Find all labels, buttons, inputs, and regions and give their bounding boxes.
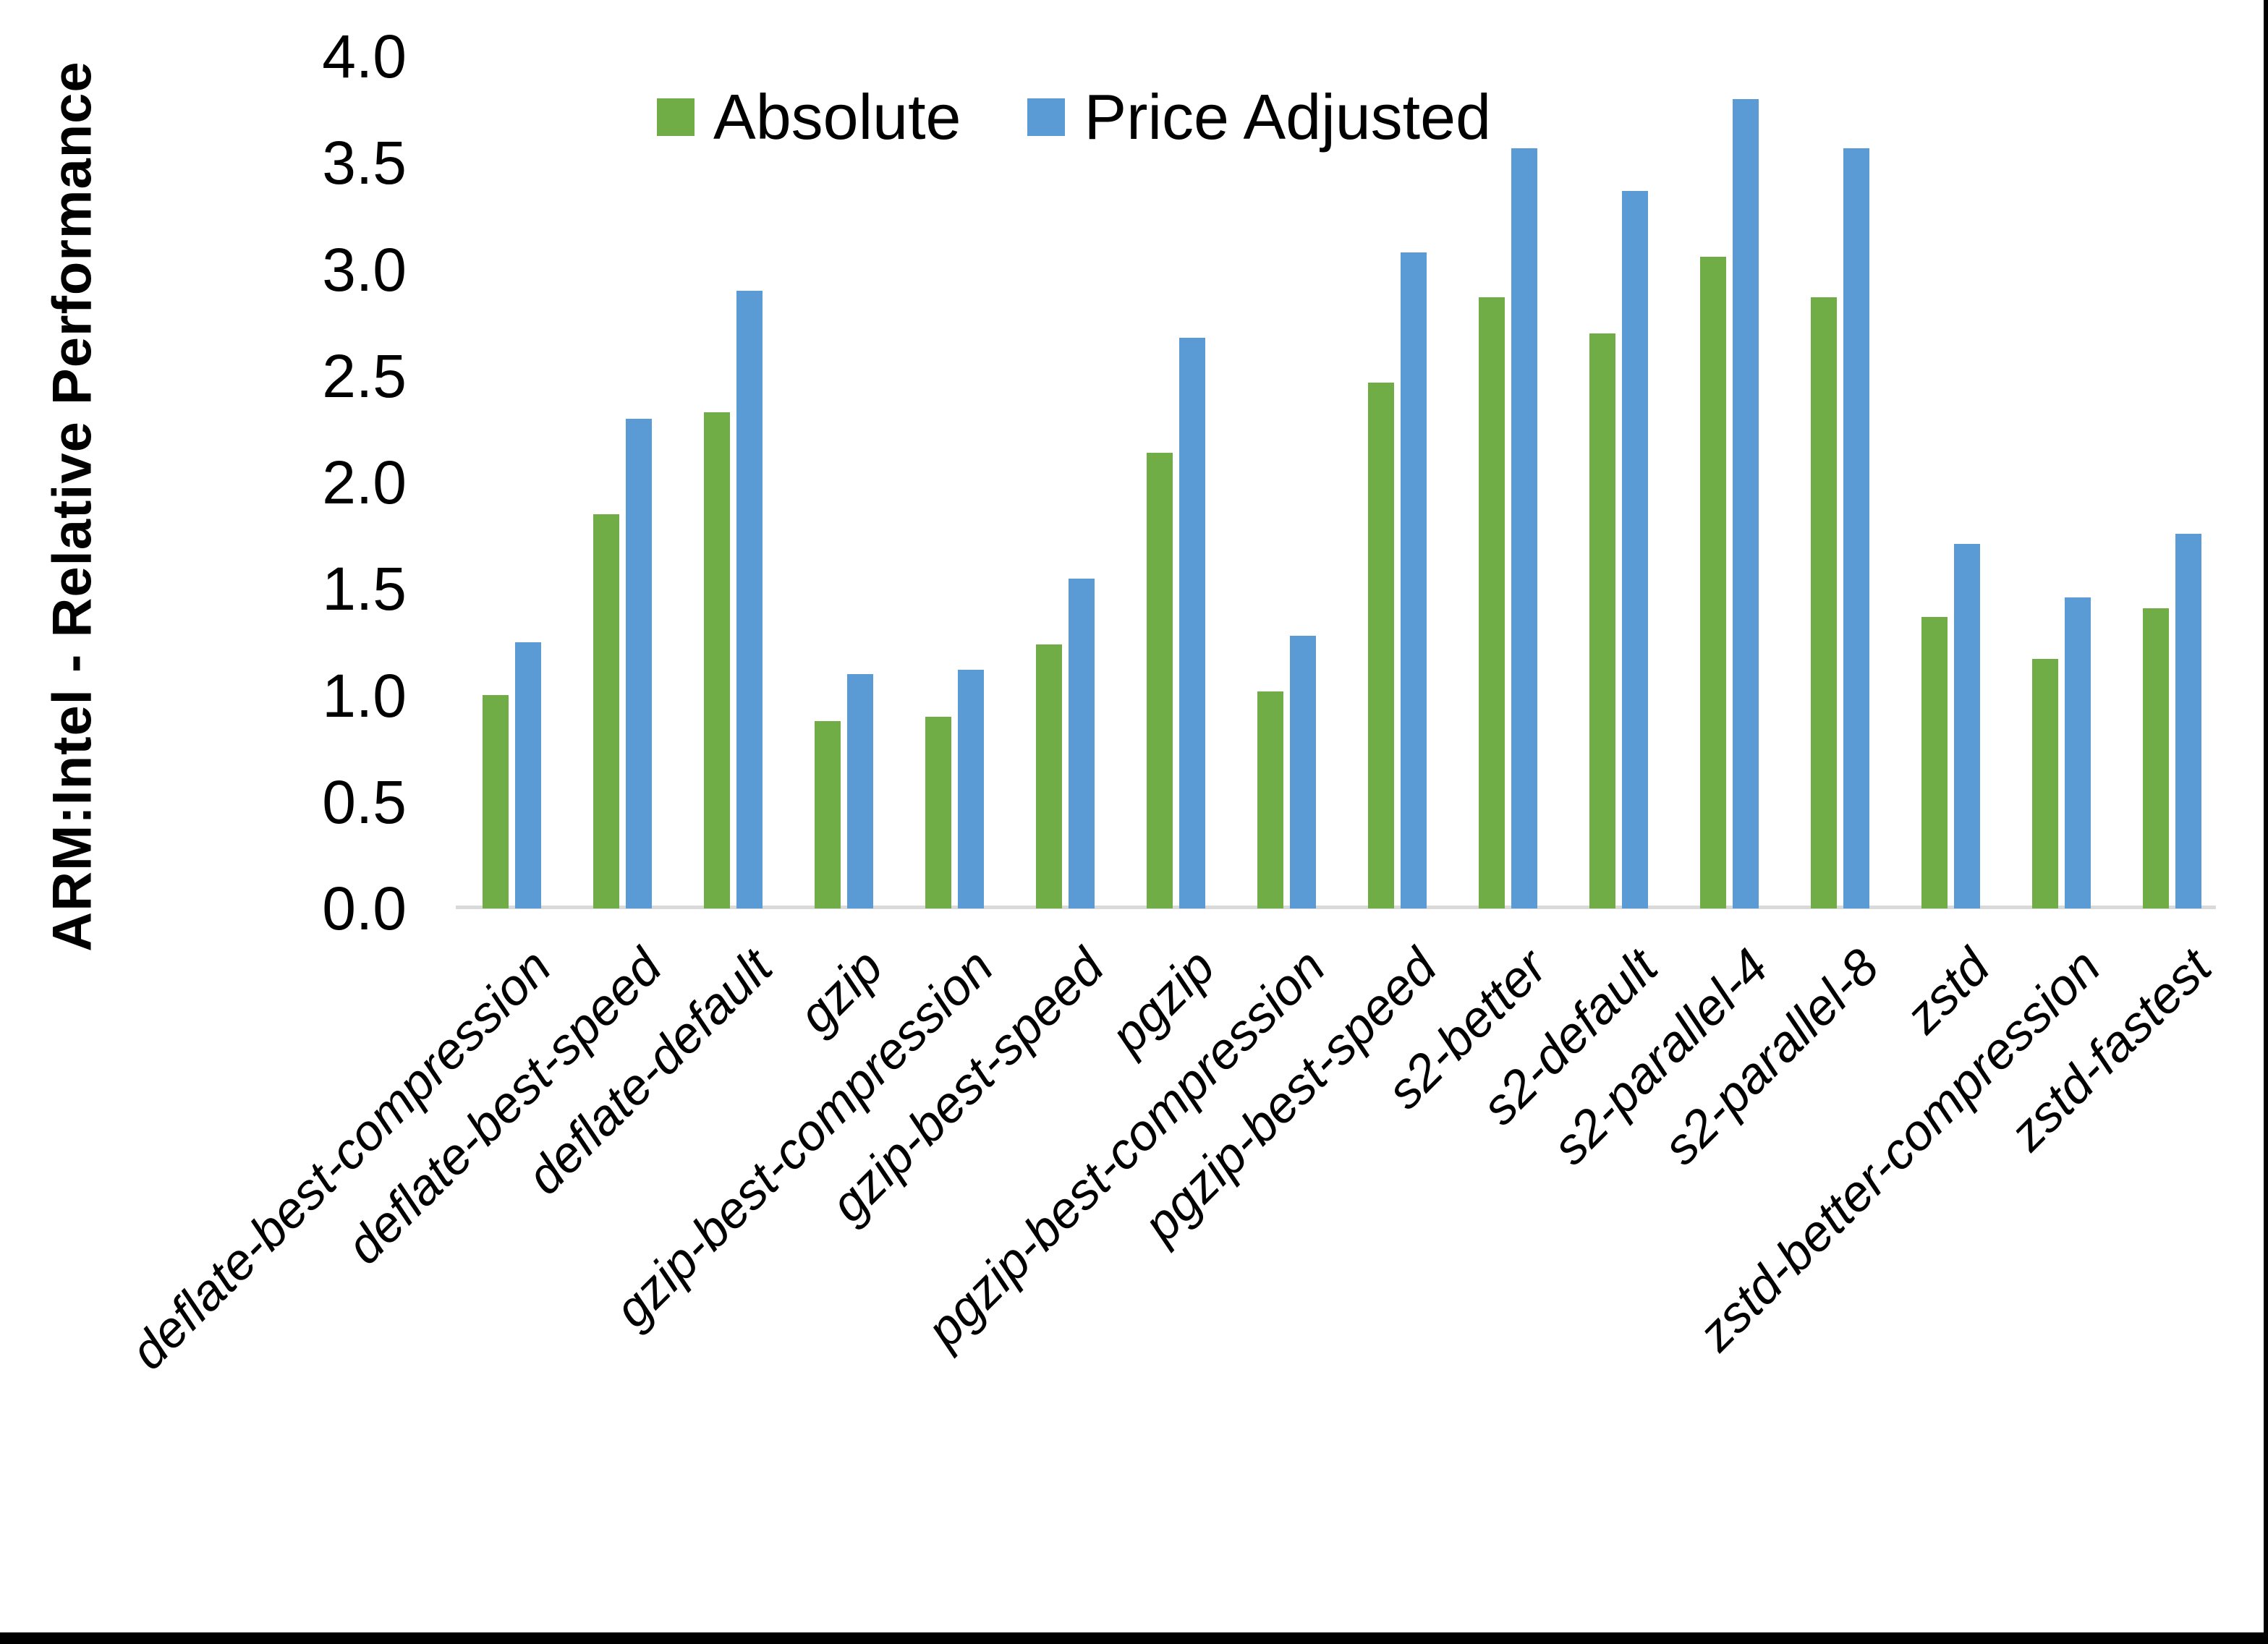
bar-price-adjusted-zstd-better-compression	[2065, 597, 2091, 908]
bar-absolute-zstd-better-compression	[2032, 659, 2058, 908]
y-tick-label: 0.5	[322, 767, 407, 836]
legend-item-price-adjusted: Price Adjusted	[1027, 85, 1491, 149]
bar-absolute-deflate-default	[704, 412, 730, 908]
legend-item-absolute: Absolute	[657, 85, 961, 149]
bar-absolute-pgzip	[1147, 453, 1173, 908]
bar-absolute-pgzip-best-compression	[1257, 691, 1283, 908]
y-tick-label: 2.5	[322, 341, 407, 410]
bar-absolute-deflate-best-speed	[593, 514, 619, 908]
bar-price-adjusted-gzip-best-speed	[1069, 579, 1095, 908]
bar-absolute-s2-default	[1589, 333, 1615, 908]
legend: Absolute Price Adjusted	[657, 85, 1491, 149]
x-axis-line	[456, 906, 2216, 909]
bar-price-adjusted-s2-parallel-4	[1733, 99, 1759, 908]
y-tick-label: 1.0	[322, 661, 407, 730]
bar-price-adjusted-deflate-best-speed	[626, 419, 652, 908]
bar-price-adjusted-pgzip-best-speed	[1401, 252, 1427, 908]
bar-price-adjusted-zstd-fastest	[2175, 534, 2201, 908]
bar-price-adjusted-gzip-best-compression	[958, 670, 984, 908]
bar-absolute-gzip-best-compression	[925, 717, 951, 908]
bar-price-adjusted-gzip	[847, 674, 873, 908]
y-tick-label: 2.0	[322, 448, 407, 516]
bar-price-adjusted-s2-default	[1622, 191, 1648, 908]
y-tick-label: 4.0	[322, 22, 407, 90]
legend-swatch-absolute	[657, 98, 695, 136]
y-tick-label: 1.5	[322, 555, 407, 623]
bar-price-adjusted-pgzip-best-compression	[1290, 636, 1316, 908]
x-axis-category-label-deflate-best-compression: deflate-best-compression	[119, 938, 561, 1381]
bar-price-adjusted-deflate-default	[736, 291, 763, 908]
bar-absolute-s2-parallel-8	[1811, 297, 1837, 908]
right-border-line	[2264, 0, 2268, 1644]
bar-absolute-s2-better	[1479, 297, 1505, 908]
bar-absolute-zstd-fastest	[2143, 608, 2169, 908]
bar-price-adjusted-pgzip	[1179, 338, 1205, 908]
bar-price-adjusted-s2-better	[1511, 148, 1537, 908]
y-tick-label: 3.5	[322, 129, 407, 197]
bar-absolute-gzip	[815, 721, 841, 908]
legend-swatch-price-adjusted	[1027, 98, 1066, 136]
legend-label: Absolute	[713, 81, 961, 153]
bar-absolute-pgzip-best-speed	[1368, 383, 1394, 908]
bar-absolute-deflate-best-compression	[483, 695, 509, 908]
bar-price-adjusted-s2-parallel-8	[1843, 148, 1869, 908]
bar-price-adjusted-zstd	[1954, 544, 1980, 908]
bar-absolute-gzip-best-speed	[1036, 644, 1062, 908]
y-tick-label: 3.0	[322, 235, 407, 304]
bar-absolute-s2-parallel-4	[1700, 257, 1726, 908]
y-tick-label: 0.0	[322, 874, 407, 942]
bottom-border-line	[0, 1632, 2268, 1644]
bar-price-adjusted-deflate-best-compression	[515, 642, 541, 908]
bar-absolute-zstd	[1921, 617, 1948, 908]
legend-label: Price Adjusted	[1084, 81, 1492, 153]
